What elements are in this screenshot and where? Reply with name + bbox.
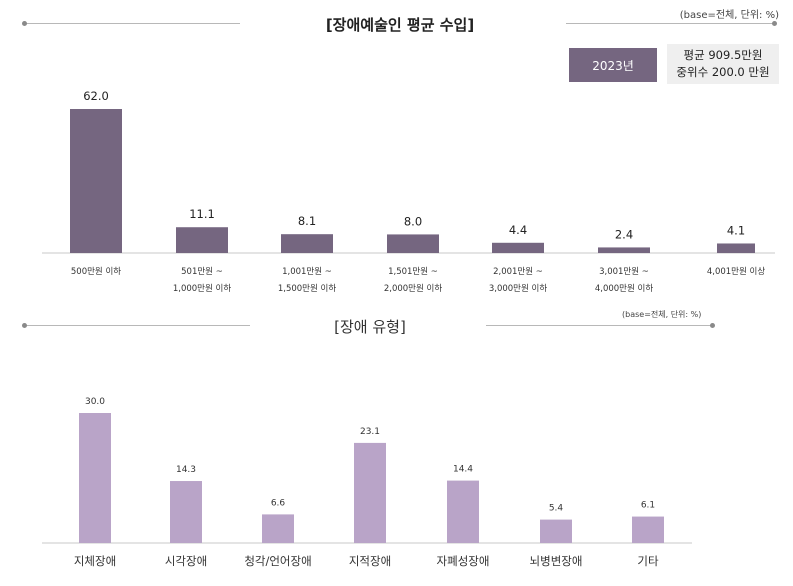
income-tick-label: 500만원 이하 — [71, 266, 121, 277]
disability-chart-title: [장애 유형] — [334, 318, 406, 336]
median-income: 중위수 200.0 만원 — [676, 65, 770, 79]
income-tick-label: 4,001만원 이상 — [707, 266, 765, 277]
disability-tick-label: 시각장애 — [165, 554, 207, 568]
section2-rule-right-dot — [710, 323, 715, 328]
disability-bar — [447, 480, 479, 543]
income-bar — [176, 227, 228, 253]
title-rule-right-dot — [772, 21, 777, 26]
disability-tick-label: 지체장애 — [74, 554, 116, 568]
income-tick-label: 2,000만원 이하 — [384, 283, 442, 294]
income-stats-box: 평균 909.5만원 중위수 200.0 만원 — [667, 44, 779, 84]
income-data-label: 11.1 — [189, 207, 215, 221]
income-bar — [598, 247, 650, 253]
title-rule-left — [24, 23, 240, 24]
income-bar — [387, 234, 439, 253]
income-data-label: 62.0 — [83, 89, 109, 103]
income-tick-label: 2,001만원 ~ — [493, 267, 543, 277]
mean-income: 평균 909.5만원 — [683, 48, 763, 62]
income-chart-title: [장애예술인 평균 수입] — [325, 16, 475, 34]
income-tick-label: 4,000만원 이하 — [595, 283, 653, 294]
income-data-label: 8.0 — [404, 214, 422, 228]
disability-tick-label: 자폐성장애 — [437, 554, 490, 568]
income-data-label: 8.1 — [298, 214, 316, 228]
disability-data-label: 5.4 — [549, 504, 564, 514]
income-bar — [281, 234, 333, 253]
income-tick-label: 1,501만원 ~ — [388, 267, 438, 277]
income-data-label: 4.1 — [727, 223, 745, 237]
disability-tick-label: 지적장애 — [349, 554, 391, 568]
income-data-label: 2.4 — [615, 227, 633, 241]
section2-rule-left — [24, 325, 250, 326]
disability-data-label: 6.1 — [641, 501, 655, 511]
disability-bar — [79, 413, 111, 543]
disability-data-label: 23.1 — [360, 427, 380, 437]
title-rule-left-dot — [22, 21, 27, 26]
disability-bar — [354, 442, 386, 543]
disability-data-label: 6.6 — [271, 498, 286, 508]
disability-bar — [540, 519, 572, 543]
income-data-label: 4.4 — [509, 223, 527, 237]
disability-data-label: 14.4 — [453, 465, 473, 475]
disability-tick-label: 기타 — [637, 554, 659, 568]
income-tick-label: 501만원 ~ — [181, 267, 223, 277]
disability-bar — [170, 481, 202, 543]
income-bar — [717, 243, 755, 253]
disability-data-label: 14.3 — [176, 465, 196, 475]
disability-data-label: 30.0 — [85, 397, 105, 407]
section2-rule-right — [486, 325, 712, 326]
income-tick-label: 3,000만원 이하 — [489, 283, 547, 294]
income-bar — [70, 109, 122, 253]
disability-tick-label: 뇌병변장애 — [530, 554, 583, 568]
disability-bar — [262, 514, 294, 543]
income-tick-label: 3,001만원 ~ — [599, 267, 649, 277]
disability-bar — [632, 516, 664, 543]
income-base-note: (base=전체, 단위: %) — [679, 10, 779, 21]
income-tick-label: 1,500만원 이하 — [278, 283, 336, 294]
year-badge: 2023년 — [569, 48, 657, 82]
income-tick-label: 1,000만원 이하 — [173, 283, 231, 294]
section2-rule-left-dot — [22, 323, 27, 328]
disability-base-note: (base=전체, 단위: %) — [622, 310, 702, 319]
income-tick-label: 1,001만원 ~ — [282, 267, 332, 277]
income-bar — [492, 242, 544, 253]
title-rule-right — [566, 23, 774, 24]
disability-tick-label: 청각/언어장애 — [244, 554, 311, 568]
